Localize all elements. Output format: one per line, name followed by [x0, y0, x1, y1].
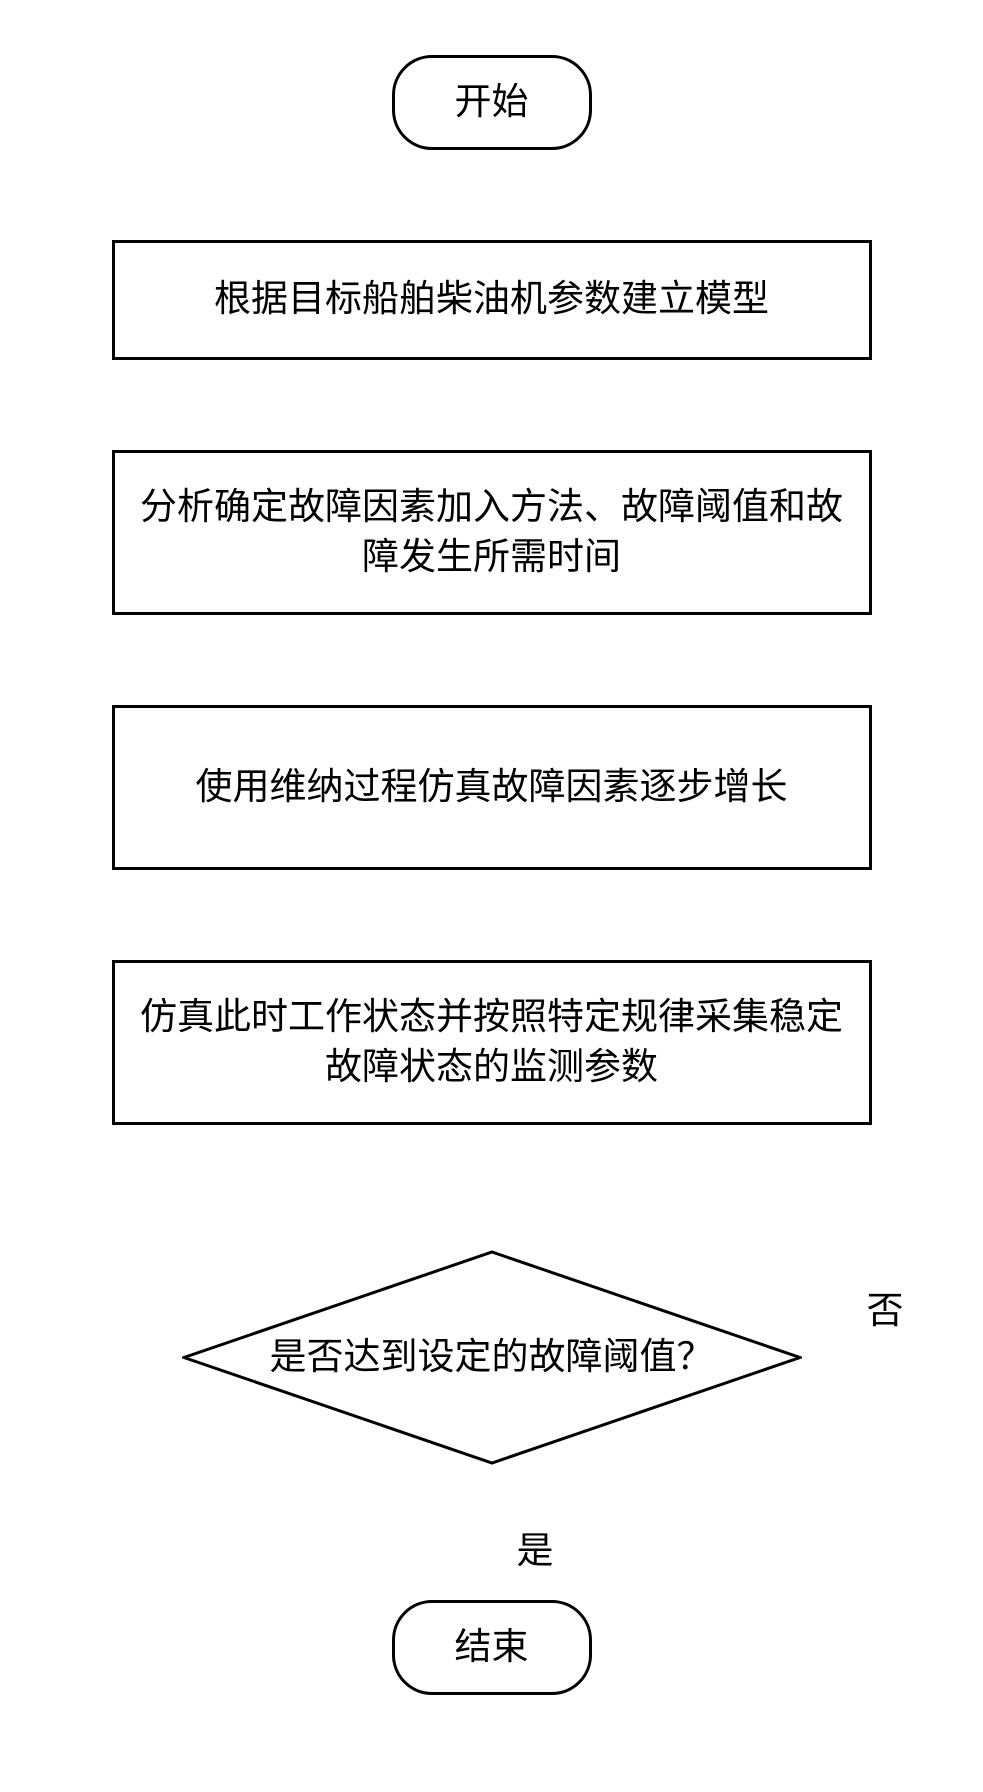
- process-analyze-fault: 分析确定故障因素加入方法、故障阈值和故障发生所需时间: [112, 450, 872, 615]
- process-label: 仿真此时工作状态并按照特定规律采集稳定故障状态的监测参数: [133, 993, 851, 1093]
- edge-label: 是: [517, 1520, 554, 1574]
- end-node: 结束: [392, 1600, 592, 1695]
- process-label: 根据目标船舶柴油机参数建立模型: [214, 275, 769, 325]
- process-build-model: 根据目标船舶柴油机参数建立模型: [112, 240, 872, 360]
- process-label: 使用维纳过程仿真故障因素逐步增长: [196, 763, 788, 813]
- edge-label: 否: [867, 1280, 904, 1334]
- start-node: 开始: [392, 55, 592, 150]
- process-wiener-sim: 使用维纳过程仿真故障因素逐步增长: [112, 705, 872, 870]
- decision-threshold: 是否达到设定的故障阈值？: [182, 1250, 802, 1465]
- start-label: 开始: [455, 78, 529, 128]
- process-collect-params: 仿真此时工作状态并按照特定规律采集稳定故障状态的监测参数: [112, 960, 872, 1125]
- decision-label: 是否达到设定的故障阈值？: [270, 1333, 714, 1383]
- end-label: 结束: [455, 1623, 529, 1673]
- process-label: 分析确定故障因素加入方法、故障阈值和故障发生所需时间: [133, 483, 851, 583]
